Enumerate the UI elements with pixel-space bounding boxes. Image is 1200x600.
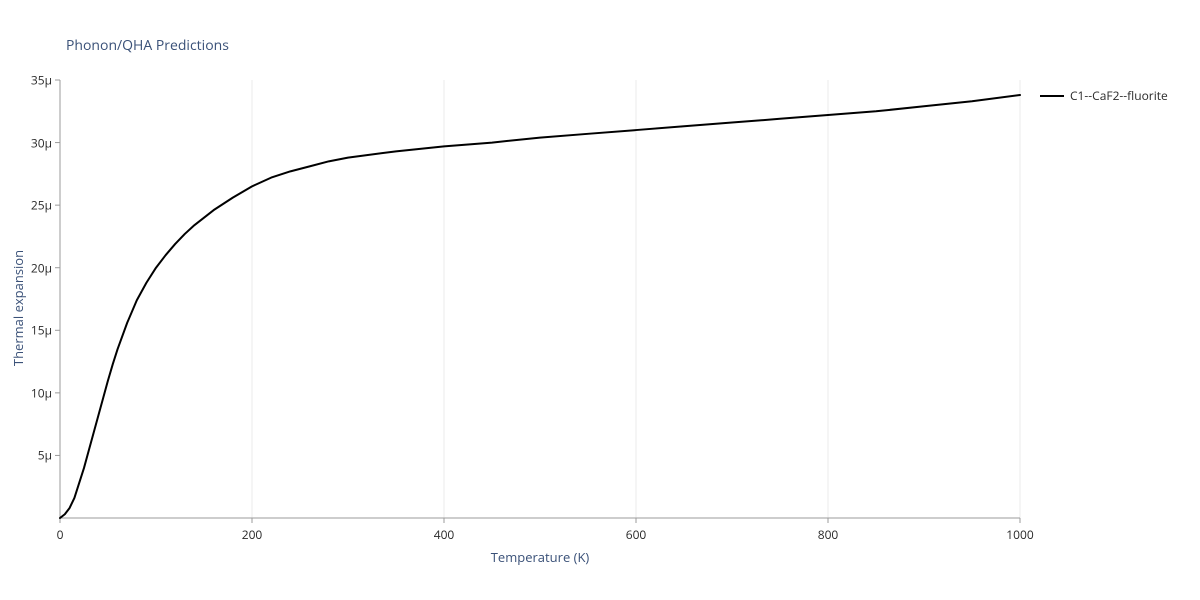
y-tick-label: 10µ xyxy=(31,384,52,401)
chart-container: Phonon/QHA Predictions 02004006008001000… xyxy=(0,0,1200,600)
x-tick-label: 200 xyxy=(242,526,263,543)
y-tick-label: 35µ xyxy=(31,72,52,89)
x-tick-label: 1000 xyxy=(1006,526,1033,543)
x-tick-label: 600 xyxy=(626,526,647,543)
x-tick-label: 800 xyxy=(818,526,839,543)
y-axis-label: Thermal expansion xyxy=(9,250,27,366)
plot-area xyxy=(0,0,1200,600)
x-axis-label: Temperature (K) xyxy=(491,548,590,566)
legend: C1--CaF2--fluorite xyxy=(1040,87,1168,104)
y-tick-label: 20µ xyxy=(31,259,52,276)
y-tick-label: 25µ xyxy=(31,197,52,214)
y-tick-label: 15µ xyxy=(31,322,52,339)
x-tick-label: 0 xyxy=(57,526,64,543)
series-line xyxy=(60,95,1020,518)
legend-swatch xyxy=(1040,95,1064,97)
y-tick-label: 30µ xyxy=(31,134,52,151)
legend-label: C1--CaF2--fluorite xyxy=(1070,87,1168,104)
x-tick-label: 400 xyxy=(434,526,455,543)
y-tick-label: 5µ xyxy=(38,447,52,464)
